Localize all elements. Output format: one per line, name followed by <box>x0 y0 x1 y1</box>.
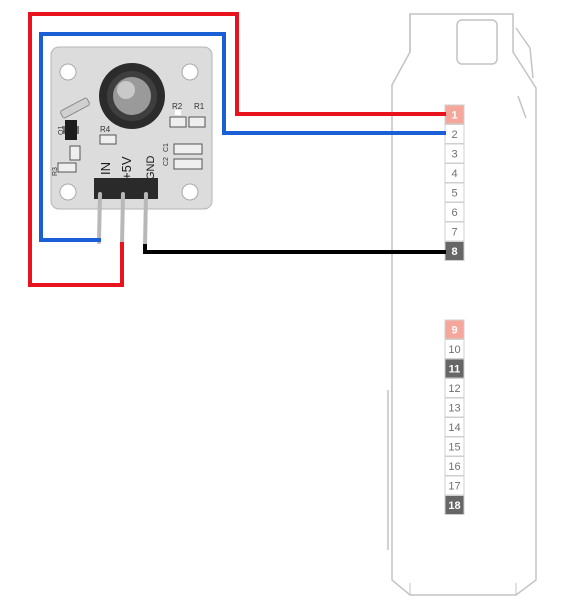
header-pin-label-11: 11 <box>449 364 461 376</box>
header-pin-label-13: 13 <box>448 403 460 415</box>
header-pin-label-14: 14 <box>448 422 460 434</box>
component-r4 <box>99 134 117 145</box>
module-header-block <box>94 178 158 199</box>
pin-label-5v: +5V <box>119 156 134 180</box>
header-pin-label-15: 15 <box>448 442 460 454</box>
header-pin-label-18: 18 <box>448 500 460 512</box>
mount-hole <box>59 63 77 81</box>
header-pin-label-1: 1 <box>451 110 457 122</box>
header-pin-label-4: 4 <box>451 168 457 180</box>
header-pin-label-6: 6 <box>451 207 457 219</box>
pin-label-gnd: GND <box>145 156 157 181</box>
module-pin-in <box>97 192 102 244</box>
header-pin-label-17: 17 <box>448 481 460 493</box>
mount-hole <box>181 63 199 81</box>
wire-gnd <box>143 244 446 254</box>
component-r2 <box>169 116 187 128</box>
label-r1: R1 <box>194 102 205 111</box>
mount-hole <box>181 183 199 201</box>
module-pin-gnd <box>143 192 148 249</box>
component-c2 <box>173 158 203 170</box>
pin-label-in: IN <box>98 162 113 175</box>
label-c2: C2 <box>163 157 170 166</box>
header-pin-label-9: 9 <box>451 325 457 337</box>
header-pin-label-8: 8 <box>451 246 457 258</box>
component-q2 <box>69 145 81 161</box>
label-r4: R4 <box>100 125 111 134</box>
wire-5v <box>28 12 446 287</box>
label-q1: Q1 <box>58 126 65 135</box>
controller-board <box>387 13 537 596</box>
header-pin-label-2: 2 <box>451 129 457 141</box>
component-q1 <box>65 120 77 140</box>
label-c1: C1 <box>163 143 170 152</box>
board-cutout <box>456 19 498 65</box>
header-pin-18 <box>444 495 465 515</box>
label-r3: R3 <box>52 167 59 176</box>
header-pin-label-12: 12 <box>448 383 460 395</box>
sensor-module: R2 R1 R4 Q1 R3 C2 C1 IN +5V GND <box>50 46 213 249</box>
component-r1 <box>188 116 206 128</box>
module-pin-5v <box>120 192 125 246</box>
header-pin-label-3: 3 <box>451 149 457 161</box>
board-clip <box>515 27 534 79</box>
wire-in <box>39 32 446 242</box>
header-pin-label-7: 7 <box>451 227 457 239</box>
header-pin-label-10: 10 <box>448 344 460 356</box>
sensor-dome <box>99 63 165 129</box>
label-r2: R2 <box>172 102 183 111</box>
component-diode <box>60 97 90 119</box>
component-c1 <box>173 143 203 155</box>
header-pin-label-16: 16 <box>448 461 460 473</box>
component-r3 <box>57 162 77 173</box>
header-pin-label-5: 5 <box>451 188 457 200</box>
wires <box>28 12 446 287</box>
mount-hole <box>59 183 77 201</box>
